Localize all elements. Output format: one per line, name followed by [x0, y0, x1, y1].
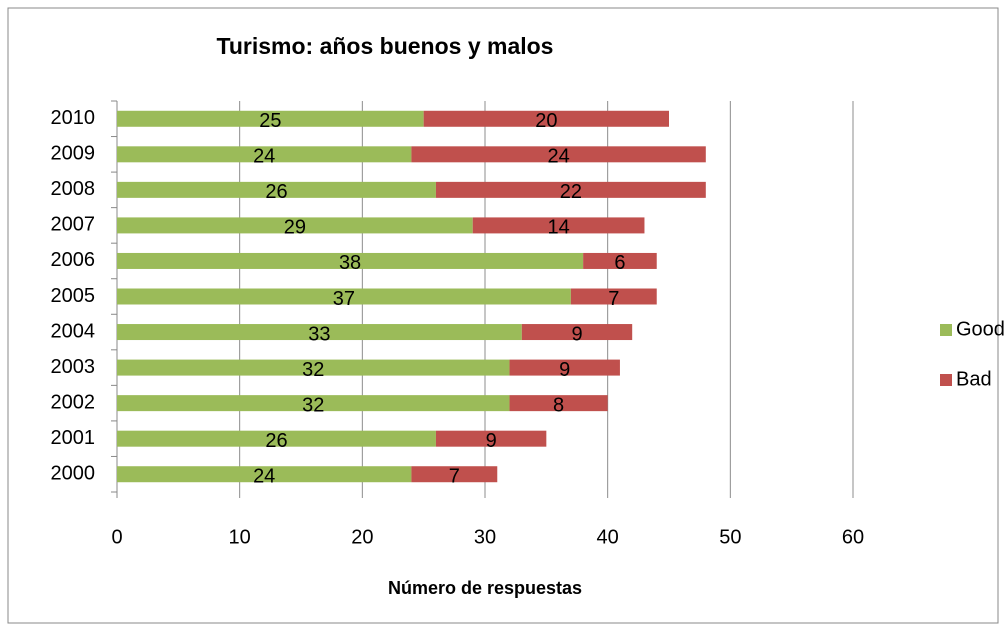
data-label: 8 — [553, 394, 564, 416]
y-tick-label: 2001 — [51, 427, 96, 449]
bar-segment — [583, 252, 657, 269]
bar-segment — [117, 395, 510, 412]
legend-swatch — [940, 374, 952, 386]
data-label: 24 — [253, 466, 275, 488]
data-label: 7 — [608, 288, 619, 310]
y-tick-label: 2009 — [51, 143, 96, 165]
bar-segment — [411, 466, 498, 483]
bar-segment — [117, 181, 436, 198]
bar-segment — [411, 146, 706, 163]
chart-title: Turismo: años buenos y malos — [217, 33, 554, 59]
x-tick-label: 40 — [597, 526, 619, 548]
y-tick-label: 2002 — [51, 391, 96, 413]
bar-segment — [117, 359, 510, 376]
data-label: 29 — [284, 217, 306, 239]
y-tick-label: 2010 — [51, 107, 96, 129]
data-label: 7 — [449, 466, 460, 488]
bar-segment — [117, 430, 436, 447]
bar-segment — [117, 146, 412, 163]
bar-segment — [472, 217, 645, 234]
legend-swatch — [940, 324, 952, 336]
data-label: 9 — [559, 359, 570, 381]
bar-segment — [435, 430, 547, 447]
bar-segment — [521, 324, 633, 341]
data-label: 14 — [547, 217, 569, 239]
data-label: 33 — [308, 323, 330, 345]
chart-border — [7, 7, 999, 624]
y-tick-label: 2003 — [51, 356, 96, 378]
bar-segment — [117, 110, 424, 127]
bar-segment — [423, 110, 669, 127]
x-tick-label: 20 — [351, 526, 373, 548]
data-label: 37 — [333, 288, 355, 310]
data-label: 26 — [265, 181, 287, 203]
y-tick-label: 2006 — [51, 249, 96, 271]
y-tick-label: 2007 — [51, 214, 96, 236]
legend-label: Bad — [956, 368, 992, 390]
bar-segment — [117, 324, 522, 341]
data-label: 25 — [259, 110, 281, 132]
x-tick-label: 30 — [474, 526, 496, 548]
legend-label: Good — [956, 318, 1005, 340]
data-label: 32 — [302, 394, 324, 416]
data-label: 22 — [560, 181, 582, 203]
bar-segment — [117, 217, 473, 234]
data-label: 38 — [339, 252, 361, 274]
y-tick-label: 2005 — [51, 285, 96, 307]
x-tick-label: 10 — [229, 526, 251, 548]
bar-segment — [509, 395, 608, 412]
data-label: 9 — [486, 430, 497, 452]
x-tick-label: 50 — [719, 526, 741, 548]
bar-segment — [117, 252, 584, 269]
y-tick-label: 2004 — [51, 320, 96, 342]
x-tick-label: 60 — [842, 526, 864, 548]
y-tick-label: 2000 — [51, 463, 96, 485]
data-label: 20 — [535, 110, 557, 132]
bar-segment — [117, 466, 412, 483]
y-tick-label: 2008 — [51, 178, 96, 200]
x-tick-label: 0 — [111, 526, 122, 548]
data-label: 24 — [253, 146, 275, 168]
data-label: 6 — [614, 252, 625, 274]
bar-segment — [435, 181, 706, 198]
data-label: 9 — [571, 323, 582, 345]
data-label: 24 — [547, 146, 569, 168]
bar-segment — [570, 288, 657, 305]
data-label: 26 — [265, 430, 287, 452]
x-axis-title: Número de respuestas — [388, 578, 582, 598]
bar-segment — [117, 288, 571, 305]
data-label: 32 — [302, 359, 324, 381]
bar-segment — [509, 359, 620, 376]
